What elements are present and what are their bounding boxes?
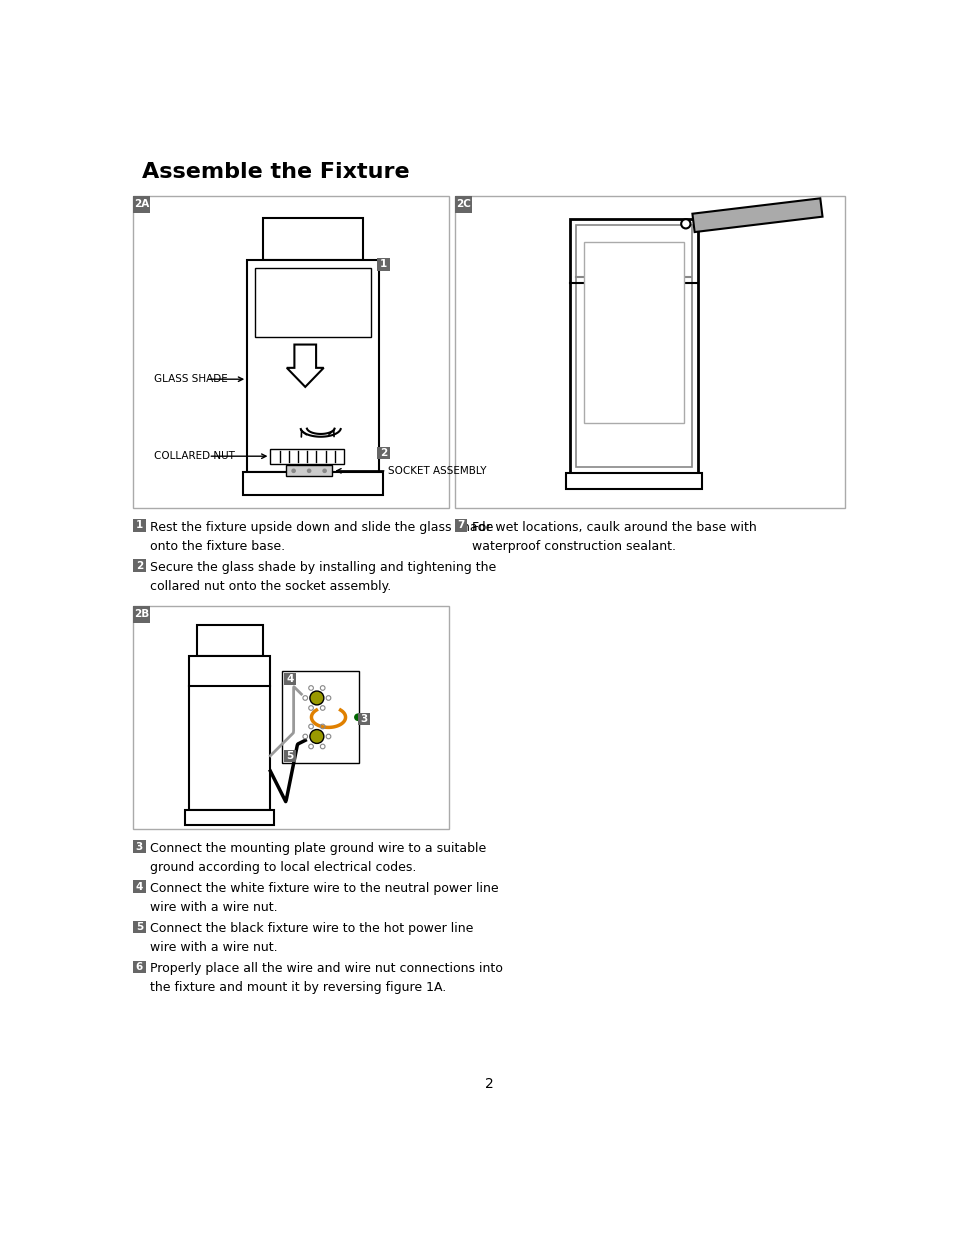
Bar bbox=[243, 472, 382, 495]
Circle shape bbox=[310, 730, 323, 743]
Text: 5: 5 bbox=[135, 921, 143, 931]
Text: 3: 3 bbox=[360, 714, 368, 724]
Text: 2A: 2A bbox=[134, 199, 150, 210]
Text: 3: 3 bbox=[135, 841, 143, 852]
Bar bbox=[133, 520, 146, 531]
Bar bbox=[455, 196, 843, 508]
Text: 2: 2 bbox=[484, 1077, 493, 1091]
Text: SOCKET ASSEMBLY: SOCKET ASSEMBLY bbox=[388, 466, 486, 475]
Bar bbox=[133, 881, 146, 893]
Bar bbox=[133, 920, 146, 932]
Circle shape bbox=[291, 468, 295, 473]
Bar bbox=[455, 520, 467, 531]
Bar bbox=[455, 196, 472, 212]
Bar bbox=[377, 447, 390, 459]
Bar bbox=[247, 259, 378, 472]
Bar bbox=[189, 656, 270, 810]
Circle shape bbox=[307, 468, 311, 473]
Text: COLLARED NUT: COLLARED NUT bbox=[154, 451, 234, 461]
Bar bbox=[286, 466, 332, 477]
Bar bbox=[566, 473, 701, 489]
Text: 2B: 2B bbox=[134, 609, 150, 619]
Text: 5: 5 bbox=[286, 751, 294, 761]
Circle shape bbox=[310, 692, 323, 705]
Text: Rest the fixture upside down and slide the glass shade
onto the fixture base.: Rest the fixture upside down and slide t… bbox=[150, 521, 493, 553]
Bar bbox=[133, 196, 150, 212]
Bar bbox=[254, 268, 371, 337]
Bar bbox=[283, 673, 295, 685]
Bar bbox=[583, 242, 683, 424]
Text: 7: 7 bbox=[456, 520, 464, 531]
Bar bbox=[283, 750, 295, 762]
Circle shape bbox=[354, 714, 361, 721]
Text: Connect the mounting plate ground wire to a suitable
ground according to local e: Connect the mounting plate ground wire t… bbox=[150, 842, 486, 874]
Text: For wet locations, caulk around the base with
waterproof construction sealant.: For wet locations, caulk around the base… bbox=[472, 521, 756, 553]
Text: 4: 4 bbox=[135, 882, 143, 892]
Bar bbox=[133, 559, 146, 572]
Text: Connect the black fixture wire to the hot power line
wire with a wire nut.: Connect the black fixture wire to the ho… bbox=[150, 923, 473, 955]
Bar bbox=[357, 713, 370, 725]
Polygon shape bbox=[287, 345, 323, 387]
Bar bbox=[133, 196, 449, 508]
Bar bbox=[377, 258, 390, 270]
Bar bbox=[576, 225, 691, 467]
Circle shape bbox=[680, 219, 690, 228]
Text: 1: 1 bbox=[379, 259, 387, 269]
Bar bbox=[133, 605, 449, 829]
Text: 2C: 2C bbox=[456, 199, 470, 210]
Text: GLASS SHADE: GLASS SHADE bbox=[154, 374, 228, 384]
Bar bbox=[570, 219, 698, 473]
Polygon shape bbox=[692, 199, 821, 232]
Text: Properly place all the wire and wire nut connections into
the fixture and mount : Properly place all the wire and wire nut… bbox=[150, 962, 502, 994]
Text: 2: 2 bbox=[379, 448, 387, 458]
Bar bbox=[133, 841, 146, 852]
Bar bbox=[196, 625, 262, 656]
Bar bbox=[282, 671, 359, 763]
Bar bbox=[262, 217, 363, 259]
Text: 2: 2 bbox=[135, 561, 143, 571]
Text: 1: 1 bbox=[135, 520, 143, 531]
Text: Connect the white fixture wire to the neutral power line
wire with a wire nut.: Connect the white fixture wire to the ne… bbox=[150, 882, 498, 914]
Text: Assemble the Fixture: Assemble the Fixture bbox=[142, 162, 410, 182]
Text: 4: 4 bbox=[286, 674, 294, 684]
Bar bbox=[133, 961, 146, 973]
Bar bbox=[133, 605, 150, 622]
Bar bbox=[185, 810, 274, 825]
Text: Secure the glass shade by installing and tightening the
collared nut onto the so: Secure the glass shade by installing and… bbox=[150, 561, 496, 593]
Text: 6: 6 bbox=[135, 962, 143, 972]
Bar bbox=[270, 448, 344, 464]
Circle shape bbox=[322, 468, 327, 473]
